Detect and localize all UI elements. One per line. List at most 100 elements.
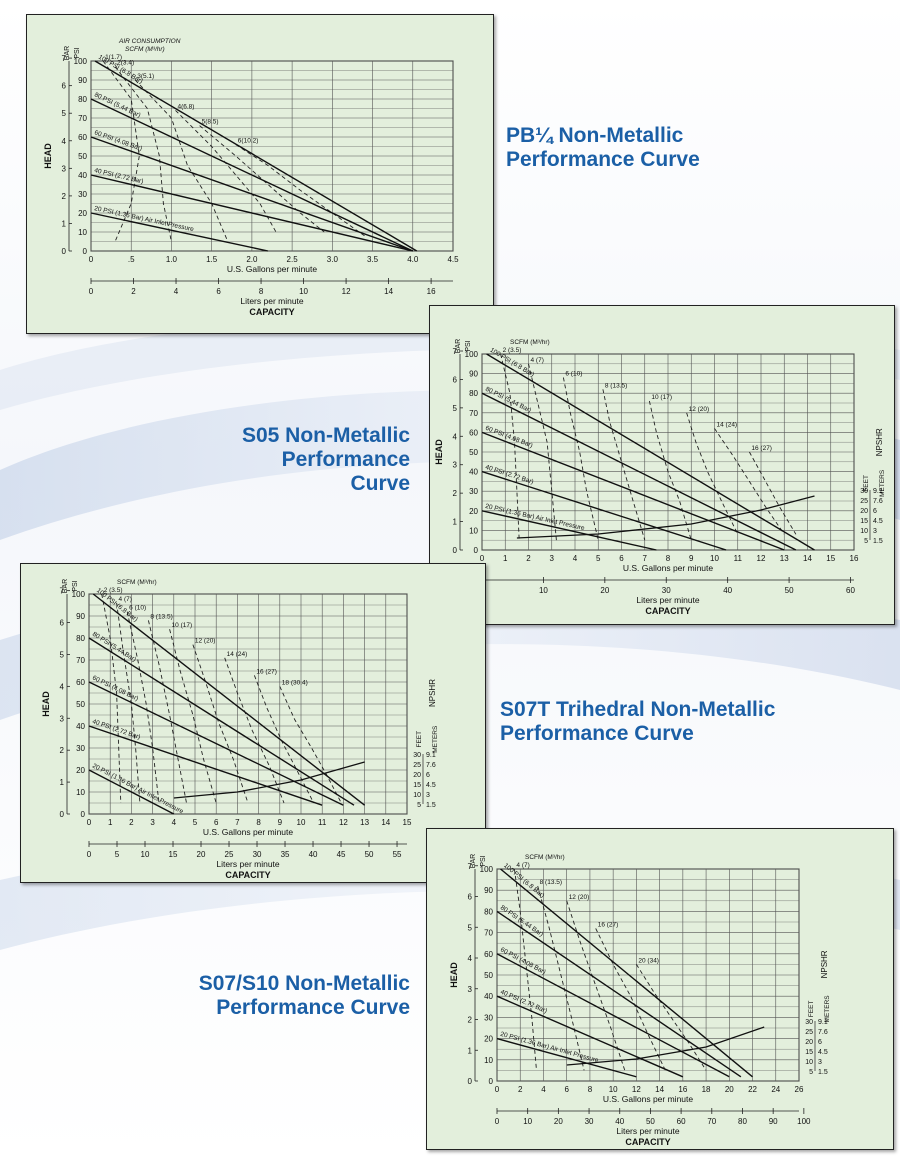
x-tick-label: 14 xyxy=(655,1085,664,1094)
pressure-curve xyxy=(486,353,815,551)
npshr-feet-tick: 25 xyxy=(860,498,868,505)
bar-tick-label: 1 xyxy=(60,778,65,787)
psi-tick-label: 20 xyxy=(76,766,85,775)
bar-tick-label: 3 xyxy=(62,164,67,173)
air-consumption-label: 10 (17) xyxy=(651,394,672,401)
bar-tick-label: 5 xyxy=(453,404,458,413)
feet-label: FEET xyxy=(808,1001,815,1018)
bar-tick-label: 2 xyxy=(468,1016,473,1025)
bar-tick-label: 3 xyxy=(453,461,458,470)
npshr-meters-tick: 1.5 xyxy=(426,802,436,809)
plot-area: 0 1 2 3 4 5 6 7 8 9 10 11 12 13 14 15U.S. Gallons per m… xyxy=(41,579,439,880)
npshr-feet-tick: 10 xyxy=(805,1059,813,1066)
psi-tick-label: 20 xyxy=(484,1035,493,1044)
pressure-curve xyxy=(481,392,797,551)
psi-tick-label: 10 xyxy=(484,1056,493,1065)
capacity-label: CAPACITY xyxy=(225,870,270,880)
bar-axis-title: BAR xyxy=(62,579,69,593)
air-consumption-label: 4 (7) xyxy=(531,357,544,364)
psi-tick-label: 40 xyxy=(76,722,85,731)
air-consumption-label: 3(5.1) xyxy=(137,73,154,80)
psi-tick-label: 80 xyxy=(78,95,87,104)
psi-tick-label: 0 xyxy=(474,546,479,555)
npshr-meters-tick: 9.1 xyxy=(873,488,883,495)
liters-tick-label: 30 xyxy=(253,850,262,859)
x-tick-label: 0 xyxy=(89,255,94,264)
bar-tick-label: 7 xyxy=(62,54,67,63)
npshr-feet-tick: 5 xyxy=(809,1069,813,1076)
psi-tick-label: 80 xyxy=(484,907,493,916)
air-consumption-curve xyxy=(147,620,187,804)
scfm-label: SCFM (M³/hr) xyxy=(125,46,165,53)
liters-tick-label: 50 xyxy=(365,850,374,859)
air-consumption-curve xyxy=(102,60,140,242)
air-consumption-label: 12 (20) xyxy=(689,406,710,413)
feet-label: FEET xyxy=(416,731,423,748)
psi-tick-label: 40 xyxy=(484,992,493,1001)
x-tick-label: 22 xyxy=(748,1085,757,1094)
air-consumption-label: 8 (13.5) xyxy=(540,879,562,886)
psi-tick-label: 0 xyxy=(83,247,88,256)
bar-tick-label: 1 xyxy=(62,219,67,228)
npshr-feet-tick: 5 xyxy=(417,802,421,809)
liters-tick-label: 40 xyxy=(615,1117,624,1126)
npshr-feet-tick: 10 xyxy=(413,792,421,799)
x-tick-label: 8 xyxy=(588,1085,593,1094)
bar-tick-label: 7 xyxy=(60,587,65,596)
psi-tick-label: 40 xyxy=(78,171,87,180)
air-consumption-label: 6 (10) xyxy=(565,371,582,378)
npshr-label: NPSHR xyxy=(875,428,884,456)
psi-axis-title: PSI xyxy=(465,340,472,351)
plot-area: 0 .5 1.0 1.5 2.0 2.5 3.0 3.5 4.0 4.5 U.S. Gallons … xyxy=(43,38,459,317)
npshr-meters-tick: 7.6 xyxy=(873,498,883,505)
air-consumption-curve xyxy=(537,885,585,1071)
air-consumption-label: 5(8.5) xyxy=(202,119,219,126)
air-consumption-curve xyxy=(279,686,342,804)
psi-tick-label: 100 xyxy=(480,865,494,874)
head-axis-title: HEAD xyxy=(434,439,444,465)
npshr-meters-tick: 4.5 xyxy=(818,1049,828,1056)
pressure-curve xyxy=(496,995,684,1078)
pressure-curve xyxy=(94,60,418,252)
x-tick-label: 2.5 xyxy=(287,255,299,264)
air-consumption-label: 4(6.8) xyxy=(177,103,194,110)
air-consumption-label: 20 (34) xyxy=(638,957,659,964)
x-tick-label: 4 xyxy=(541,1085,546,1094)
x-tick-label: 9 xyxy=(689,554,694,563)
air-consumption-curve xyxy=(686,412,739,535)
capacity-label: CAPACITY xyxy=(625,1137,670,1147)
bar-tick-label: 0 xyxy=(60,810,65,819)
pressure-curve-label: 40 PSI (2.72 Bar) xyxy=(499,989,548,1015)
air-consumption-curve xyxy=(224,657,285,804)
air-consumption-label: 16 (27) xyxy=(256,668,277,675)
npshr-meters-tick: 9.1 xyxy=(818,1019,828,1026)
liters-tick-label: 20 xyxy=(600,586,609,595)
air-consumption-curve xyxy=(114,66,172,242)
psi-axis-title: PSI xyxy=(72,580,79,591)
npshr-curve xyxy=(516,495,815,539)
x-tick-label: 12 xyxy=(339,818,348,827)
npshr-meters-tick: 4.5 xyxy=(873,518,883,525)
x-tick-label: 14 xyxy=(803,554,812,563)
x-tick-label: 15 xyxy=(403,818,412,827)
x-tick-label: 3 xyxy=(550,554,555,563)
air-consumption-curve xyxy=(175,110,277,233)
air-consumption-label: 4 (7) xyxy=(516,862,529,869)
scfm-label: SCFM (M³/hr) xyxy=(117,579,157,586)
capacity-label: CAPACITY xyxy=(249,307,294,317)
air-consumption-curve xyxy=(749,451,797,535)
x-tick-label: 12 xyxy=(632,1085,641,1094)
air-consumption-label: 18 (30.4) xyxy=(282,679,308,686)
psi-tick-label: 70 xyxy=(484,929,493,938)
x-tick-label: 9 xyxy=(278,818,283,827)
liters-tick-label: 5 xyxy=(115,850,120,859)
npshr-meters-tick: 6 xyxy=(426,772,430,779)
x-tick-label: 3.0 xyxy=(327,255,339,264)
x-tick-label: 0 xyxy=(87,818,92,827)
npshr-feet-tick: 10 xyxy=(860,528,868,535)
bar-axis-title: BAR xyxy=(470,854,477,868)
air-consumption-curve xyxy=(169,629,217,804)
npshr-meters-tick: 7.6 xyxy=(426,762,436,769)
x-axis-label: U.S. Gallons per minute xyxy=(603,1094,694,1104)
psi-tick-label: 70 xyxy=(469,409,478,418)
